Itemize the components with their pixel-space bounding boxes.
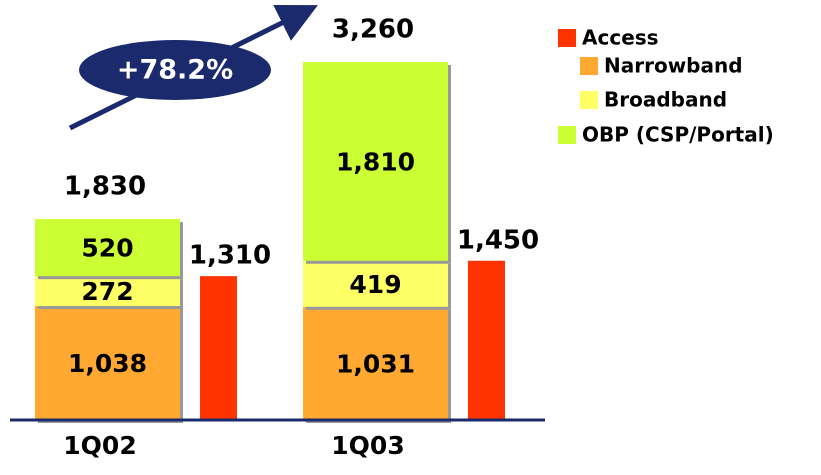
legend-label: OBP (CSP/Portal) [582,123,774,147]
growth-label: +78.2% [117,55,233,86]
segment-label: 272 [81,277,133,306]
legend-label: Access [582,26,659,50]
access-bar [468,260,505,420]
bar-segment [35,306,180,420]
segment-label: 1,810 [336,147,415,176]
segment-label: 520 [81,234,133,263]
segment-label: 1,031 [336,349,415,378]
bar-segment [303,260,448,307]
legend-swatch [580,91,598,109]
legend-label: Broadband [604,88,727,112]
legend-swatch [558,29,576,47]
bar-segment [303,306,448,420]
total-label: 1,830 [64,172,146,202]
x-tick-label: 1Q03 [331,431,404,460]
access-label: 1,450 [457,225,539,255]
access-label: 1,310 [189,241,271,271]
total-label: 3,260 [332,15,414,45]
legend-label: Narrowband [604,54,743,78]
legend-swatch [580,57,598,75]
x-tick-label: 1Q02 [63,431,136,460]
growth-badge [79,40,271,100]
legend-swatch [558,126,576,144]
segment-label: 419 [349,270,401,299]
access-bar [200,276,237,420]
bar-segment [35,219,180,277]
segment-label: 1,038 [68,349,147,378]
bar-segment [303,62,448,261]
bar-segment [35,276,180,307]
